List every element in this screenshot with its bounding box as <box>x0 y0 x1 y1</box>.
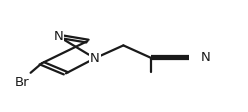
Text: N: N <box>200 51 210 64</box>
Text: N: N <box>53 30 63 43</box>
Text: N: N <box>90 52 100 65</box>
Text: Br: Br <box>15 76 29 89</box>
